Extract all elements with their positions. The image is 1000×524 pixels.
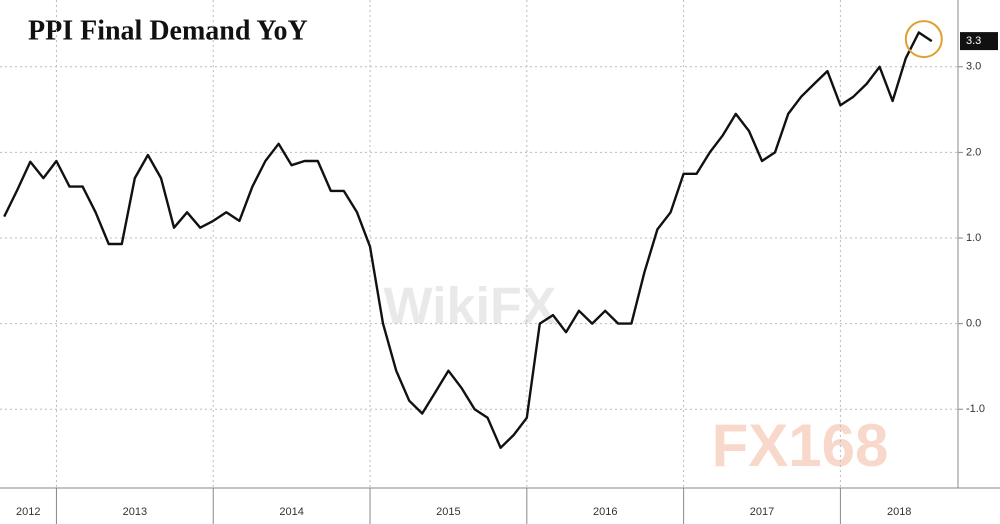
watermark: WikiFX (384, 278, 557, 336)
watermark: FX168 (712, 412, 889, 479)
x-tick-label: 2013 (123, 506, 147, 518)
badge-box (960, 32, 998, 51)
x-tick-label: 2017 (750, 506, 774, 518)
chart-title: PPI Final Demand YoY (28, 15, 308, 46)
last-value-label: 3.3 (966, 35, 981, 47)
x-tick-label: 2018 (887, 506, 911, 518)
y-tick-label: 1.0 (966, 232, 981, 244)
y-tick-label: 3.0 (966, 61, 981, 73)
last-value-badge: 3.3 (960, 32, 998, 51)
x-tick-label: 2016 (593, 506, 617, 518)
y-tick-label: 0.0 (966, 318, 981, 330)
y-tick-label: 2.0 (966, 146, 981, 158)
y-tick-label: -1.0 (966, 403, 985, 415)
data-line (3, 31, 933, 449)
highlight-circle (904, 20, 943, 59)
x-tick-label: 2012 (16, 506, 40, 518)
x-tick-label: 2015 (436, 506, 460, 518)
x-tick-label: 2014 (279, 506, 303, 518)
